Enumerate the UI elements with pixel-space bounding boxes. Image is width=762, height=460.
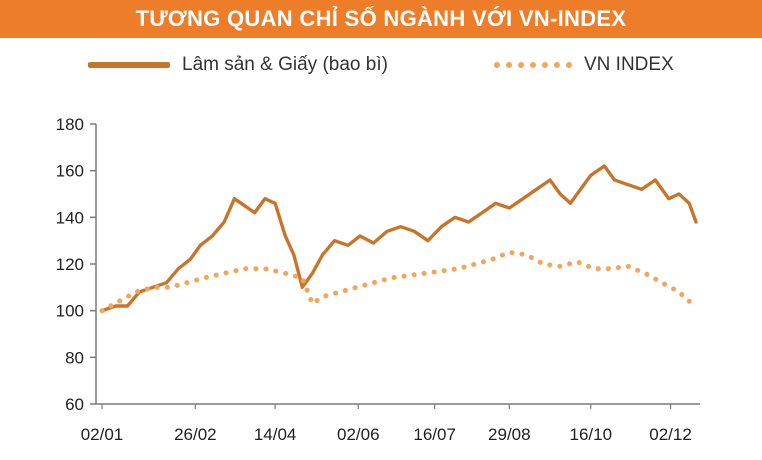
legend-label-series-1: Lâm sản & Giấy (bao bì)	[182, 54, 388, 75]
y-tick-label: 100	[56, 302, 84, 321]
legend-swatch-solid-line	[88, 62, 170, 68]
chart-legend: Lâm sản & Giấy (bao bì) VN INDEX	[0, 44, 762, 94]
x-tick-label: 16/07	[413, 425, 456, 444]
x-tick-label: 29/08	[488, 425, 531, 444]
series-line-lam-san-giay	[100, 164, 698, 313]
legend-label-series-2: VN INDEX	[584, 54, 674, 75]
legend-item-series-2: VN INDEX	[494, 54, 674, 76]
x-tick-label: 26/02	[174, 425, 217, 444]
y-tick-label: 120	[56, 255, 84, 274]
y-tick-label: 160	[56, 162, 84, 181]
x-tick-label: 14/04	[254, 425, 297, 444]
x-tick-label: 16/10	[570, 425, 613, 444]
y-tick-label: 140	[56, 208, 84, 227]
y-tick-label: 60	[65, 395, 84, 414]
legend-swatch-dotted-line	[494, 62, 572, 68]
y-tick-label: 180	[56, 115, 84, 134]
legend-item-series-1: Lâm sản & Giấy (bao bì)	[88, 54, 388, 76]
x-tick-label: 02/06	[337, 425, 380, 444]
series-line-vn-index	[99, 249, 699, 314]
chart-title-bar: TƯƠNG QUAN CHỈ SỐ NGÀNH VỚI VN-INDEX	[0, 0, 762, 38]
chart-title: TƯƠNG QUAN CHỈ SỐ NGÀNH VỚI VN-INDEX	[135, 6, 627, 31]
x-tick-label: 02/01	[81, 425, 124, 444]
x-tick-label: 02/12	[649, 425, 692, 444]
y-tick-label: 80	[65, 348, 84, 367]
